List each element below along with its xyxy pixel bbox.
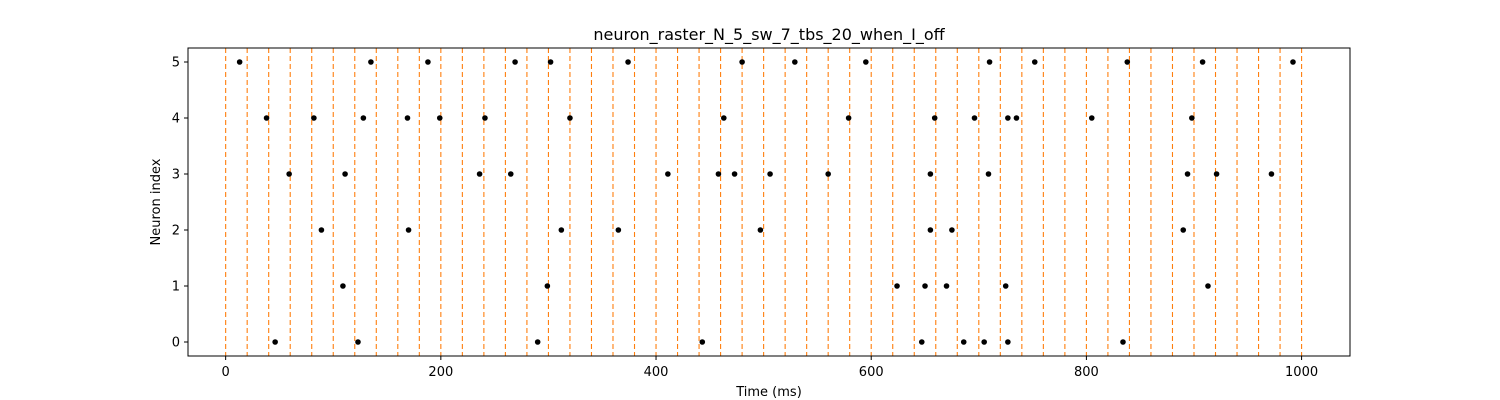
spike-point <box>1199 59 1206 65</box>
spike-point <box>342 171 348 177</box>
spike-point <box>1120 339 1126 345</box>
spike-point <box>863 59 869 65</box>
spike-point <box>368 59 374 65</box>
spike-point <box>721 115 727 121</box>
spike-point <box>894 283 900 289</box>
y-tick-label: 1 <box>172 280 180 295</box>
spike-point <box>404 115 411 121</box>
spike-point <box>931 115 938 121</box>
spike-point <box>311 115 317 121</box>
spike-markers <box>236 59 1296 345</box>
spike-point <box>715 171 722 177</box>
y-tick-label: 5 <box>172 56 180 71</box>
spike-point <box>665 171 671 177</box>
chart-title: neuron_raster_N_5_sw_7_tbs_20_when_I_off <box>593 25 945 45</box>
spike-point <box>792 59 798 65</box>
spike-point <box>1180 227 1187 233</box>
spike-point <box>1213 171 1220 177</box>
y-axis-label: Neuron index <box>149 158 164 245</box>
spike-point <box>1124 59 1131 65</box>
spike-point <box>507 171 514 177</box>
spike-point <box>927 227 934 233</box>
spike-point <box>615 227 622 233</box>
spike-point <box>1189 115 1195 121</box>
spike-point <box>767 171 773 177</box>
spike-point <box>318 227 325 233</box>
y-axis-ticks: 0 1 2 3 4 5 <box>172 56 188 351</box>
spike-point <box>625 59 631 65</box>
spike-point <box>512 59 518 65</box>
spike-point <box>263 115 270 121</box>
spike-point <box>360 115 367 121</box>
spike-point <box>1005 115 1011 121</box>
spike-point <box>922 283 928 289</box>
time-bin-lines <box>225 48 1303 356</box>
spike-point <box>918 339 925 345</box>
y-tick-label: 3 <box>172 168 180 183</box>
y-tick-label: 0 <box>172 336 180 351</box>
spike-point <box>1031 59 1038 65</box>
x-axis-ticks: 0 200 400 600 800 1000 <box>222 356 1318 380</box>
spike-point <box>739 59 745 65</box>
spike-point <box>405 227 412 233</box>
x-tick-label: 800 <box>1074 365 1099 380</box>
spike-point <box>960 339 967 345</box>
plot-frame <box>187 47 1351 357</box>
spike-point <box>236 59 243 65</box>
spike-point <box>825 171 831 177</box>
spike-point <box>927 171 934 177</box>
spike-point <box>731 171 738 177</box>
spike-point <box>436 115 443 121</box>
y-tick-label: 4 <box>172 112 180 127</box>
spike-point <box>1002 283 1009 289</box>
spike-point <box>1013 115 1020 121</box>
spike-point <box>845 115 852 121</box>
spike-point <box>943 283 950 289</box>
spike-point <box>757 227 764 233</box>
spike-point <box>355 339 361 345</box>
spike-point <box>476 171 483 177</box>
spike-point <box>1205 283 1211 289</box>
spike-point <box>1268 171 1275 177</box>
spike-point <box>482 115 488 121</box>
spike-point <box>340 283 346 289</box>
spike-point <box>699 339 706 345</box>
x-axis-label: Time (ms) <box>735 385 802 400</box>
spike-point <box>1005 339 1011 345</box>
spike-point <box>981 339 987 345</box>
spike-point <box>547 59 554 65</box>
spike-point <box>1088 115 1095 121</box>
x-tick-label: 1000 <box>1285 365 1318 380</box>
spike-point <box>986 59 993 65</box>
spike-point <box>1184 171 1191 177</box>
x-tick-label: 200 <box>428 365 453 380</box>
spike-point <box>425 59 431 65</box>
spike-point <box>949 227 955 233</box>
y-tick-label: 2 <box>172 224 180 239</box>
spike-point <box>558 227 565 233</box>
x-tick-label: 600 <box>859 365 884 380</box>
x-tick-label: 0 <box>222 365 230 380</box>
spike-point <box>985 171 992 177</box>
spike-point <box>534 339 541 345</box>
spike-point <box>567 115 573 121</box>
x-tick-label: 400 <box>644 365 669 380</box>
spike-point <box>1290 59 1296 65</box>
spike-point <box>544 283 551 289</box>
spike-point <box>272 339 278 345</box>
spike-point <box>286 171 292 177</box>
spike-point <box>971 115 978 121</box>
